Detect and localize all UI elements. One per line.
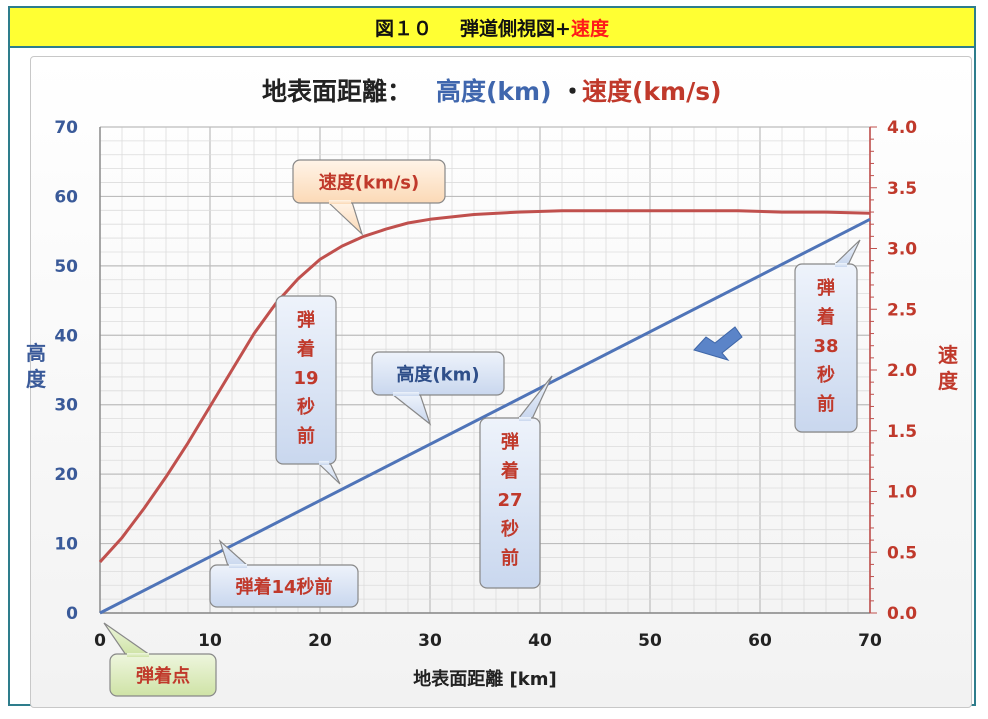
y-right-tick-label: 2.0	[887, 361, 917, 381]
impact-19s-callout-text: 秒	[297, 396, 315, 418]
x-axis-label: 地表面距離 [km]	[413, 668, 556, 690]
x-tick-label: 60	[748, 631, 772, 651]
y-left-tick-label: 10	[54, 535, 78, 555]
impact-point-callout-tail	[103, 622, 152, 656]
impact-38s-callout-text: 着	[816, 306, 835, 328]
impact-14s-callout: 弾着14秒前	[209, 539, 359, 608]
impact-14s-callout-box	[209, 564, 359, 608]
figure-banner: 図１０ 弾道側視図+ 速度	[10, 8, 974, 48]
impact-19s-callout-tail	[316, 462, 341, 485]
y-left-tick-label: 0	[66, 604, 78, 624]
y-left-label-char: 度	[26, 367, 47, 391]
impact-point-callout: 弾着点	[103, 622, 217, 697]
chart-title-red: 速度(km/s)	[582, 77, 722, 106]
altitude-callout: 高度(km)	[371, 351, 505, 426]
chart-title-sep: ・	[560, 77, 585, 106]
series-layer	[98, 209, 871, 615]
impact-38s-callout-text: 弾	[817, 277, 835, 299]
impact-point-callout-seam	[127, 653, 149, 657]
impact-27s-callout-text: 着	[500, 460, 519, 482]
impact-38s-callout-tail	[832, 239, 861, 266]
altitude-callout-tail	[390, 393, 432, 426]
impact-27s-callout-box	[479, 417, 541, 589]
y-right-label: 速度	[938, 343, 959, 393]
y-right-tick-label: 0.5	[887, 543, 917, 563]
altitude-callout-seam	[393, 392, 419, 396]
speed-series-line	[98, 209, 871, 564]
chart-title-blue: 高度(km)	[436, 77, 552, 106]
impact-38s-callout-text: 前	[817, 393, 835, 415]
y-right-tick-label: 1.0	[887, 483, 917, 503]
y-right-tick-label: 3.5	[887, 179, 917, 199]
speed-callout-tail	[326, 201, 364, 237]
y-left-tick-label: 60	[54, 187, 78, 207]
speed-callout-box	[292, 159, 446, 204]
figure-title: 弾道側視図+	[460, 17, 571, 40]
altitude-series-line	[99, 217, 871, 615]
speed-callout-seam	[329, 200, 351, 204]
y-left-tick-label: 70	[54, 118, 78, 138]
impact-27s-callout-text: 弾	[501, 431, 519, 453]
y-right-tick-label: 3.0	[887, 240, 917, 260]
y-right-label-char: 速	[938, 343, 958, 367]
impact-19s-callout-text: 前	[297, 425, 315, 447]
figure-label: 図１０	[375, 17, 433, 40]
impact-14s-callout-text: 弾着14秒前	[235, 576, 332, 598]
impact-27s-callout-seam	[519, 417, 531, 421]
impact-14s-callout-seam	[229, 564, 247, 568]
figure-title-red: 速度	[570, 17, 609, 40]
y-right-tick-label: 4.0	[887, 118, 917, 138]
y-left-tick-label: 30	[54, 396, 78, 416]
impact-point-callout-box	[109, 653, 217, 697]
impact-point-callout-text: 弾着点	[136, 665, 190, 687]
altitude-callout-text: 高度(km)	[396, 364, 479, 386]
impact-38s-callout-text: 38	[813, 336, 838, 357]
impact-27s-callout-text: 前	[501, 547, 519, 569]
altitude-callout-box	[371, 351, 505, 396]
y-right-tick-label: 1.5	[887, 422, 917, 442]
y-left-label-char: 高	[26, 341, 46, 365]
x-tick-label: 70	[858, 631, 882, 651]
impact-38s-callout: 弾着 38 秒前	[794, 239, 861, 433]
x-tick-label: 20	[308, 631, 332, 651]
impact-19s-callout-seam	[319, 461, 329, 465]
y-right-tick-label: 2.5	[887, 300, 917, 320]
x-tick-label: 50	[638, 631, 662, 651]
impact-27s-callout-text: 秒	[501, 518, 519, 540]
impact-27s-callout-text: 27	[497, 490, 522, 511]
impact-27s-callout: 弾着 27 秒前	[479, 375, 553, 589]
x-tick-label: 10	[198, 631, 222, 651]
y-left-label: 高度	[26, 341, 47, 391]
impact-38s-callout-seam	[835, 263, 847, 267]
impact-19s-callout-box	[275, 295, 337, 465]
y-left-tick-label: 40	[54, 326, 78, 346]
impact-19s-callout-text: 弾	[297, 309, 315, 331]
impact-19s-callout-text: 着	[296, 338, 315, 360]
x-tick-label: 30	[418, 631, 442, 651]
impact-38s-callout-box	[794, 263, 858, 433]
speed-callout-text: 速度(km/s)	[319, 172, 419, 194]
impact-19s-callout-text: 19	[293, 368, 318, 389]
impact-38s-callout-text: 秒	[817, 364, 835, 386]
y-right-label-char: 度	[938, 369, 959, 393]
x-tick-label: 40	[528, 631, 552, 651]
y-left-tick-label: 20	[54, 465, 78, 485]
impact-19s-callout: 弾着 19 秒前	[275, 295, 341, 485]
speed-callout: 速度(km/s)	[292, 159, 446, 237]
chart-title-prefix: 地表面距離：	[262, 77, 412, 106]
direction-arrow-icon	[693, 326, 743, 361]
y-left-tick-label: 50	[54, 257, 78, 277]
x-tick-label: 0	[94, 631, 106, 651]
y-right-tick-label: 0.0	[887, 604, 917, 624]
axes: 0 10 20 30 40 50 60 700102030405060700.00.51.01…	[26, 118, 959, 651]
